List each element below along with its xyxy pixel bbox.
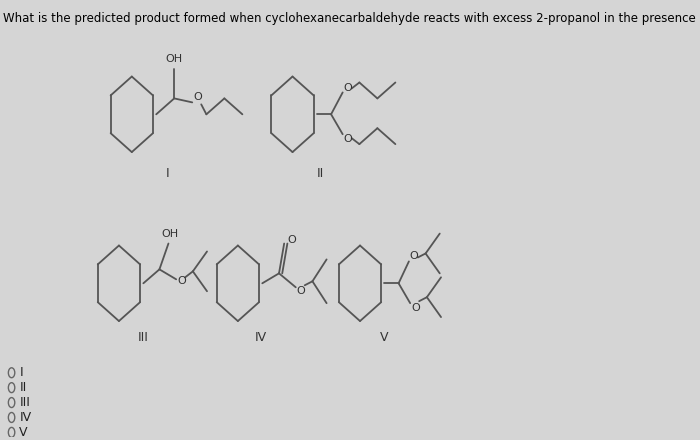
Text: O: O bbox=[297, 286, 305, 296]
Text: V: V bbox=[20, 426, 28, 439]
Text: OH: OH bbox=[166, 54, 183, 64]
Text: III: III bbox=[137, 331, 148, 345]
Text: O: O bbox=[193, 92, 202, 103]
Text: O: O bbox=[288, 235, 296, 245]
Text: O: O bbox=[411, 303, 420, 313]
Text: OH: OH bbox=[161, 229, 178, 238]
Text: V: V bbox=[380, 331, 389, 345]
Text: O: O bbox=[344, 134, 352, 144]
Text: I: I bbox=[165, 168, 169, 180]
Text: O: O bbox=[410, 251, 419, 261]
Text: II: II bbox=[20, 381, 27, 394]
Text: I: I bbox=[20, 366, 23, 379]
Text: II: II bbox=[316, 168, 324, 180]
Text: O: O bbox=[177, 276, 186, 286]
Text: O: O bbox=[344, 84, 352, 93]
Text: III: III bbox=[20, 396, 30, 409]
Text: IV: IV bbox=[254, 331, 267, 345]
Text: IV: IV bbox=[20, 411, 32, 424]
Text: What is the predicted product formed when cyclohexanecarbaldehyde reacts with ex: What is the predicted product formed whe… bbox=[3, 12, 700, 25]
